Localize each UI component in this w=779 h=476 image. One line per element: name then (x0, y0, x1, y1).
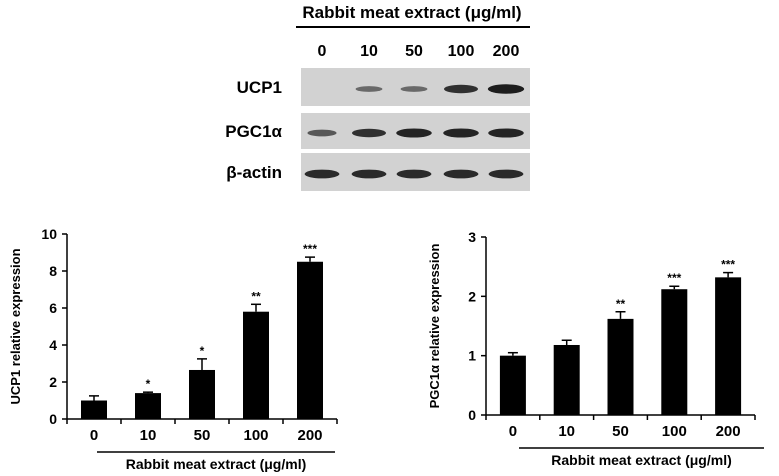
category-label: 50 (194, 427, 211, 444)
category-label: 50 (612, 423, 629, 440)
bar (661, 289, 688, 415)
significance-label: *** (667, 271, 681, 285)
y-tick-label: 0 (468, 407, 476, 423)
western-blot: Rabbit meat extract (μg/ml) 0 10 50 100 200 … (225, 3, 530, 191)
y-axis-title: UCP1 relative expression (8, 248, 23, 404)
blot-concentration-label: 10 (360, 43, 378, 60)
y-tick-label: 10 (41, 226, 57, 242)
category-label: 10 (140, 427, 157, 444)
bar (607, 318, 634, 415)
significance-label: * (200, 344, 205, 358)
bar (243, 311, 269, 419)
category-label: 100 (243, 427, 268, 444)
category-label: 200 (297, 427, 322, 444)
blot-protein-label: UCP1 (237, 78, 282, 97)
blot-protein-label: β-actin (226, 163, 282, 182)
blot-band (400, 86, 428, 92)
y-tick-label: 6 (49, 300, 57, 316)
significance-label: *** (303, 242, 317, 256)
category-label: 0 (90, 427, 98, 444)
y-tick-label: 2 (468, 288, 476, 304)
blot-band (444, 84, 478, 94)
blot-protein-label: PGC1α (225, 122, 282, 141)
blot-band (396, 169, 432, 179)
y-tick-label: 0 (49, 411, 57, 427)
blot-band (307, 129, 337, 137)
blot-concentration-labels: 0 10 50 100 200 (318, 43, 520, 60)
bar (715, 277, 742, 415)
category-label: 10 (558, 423, 575, 440)
blot-concentration-label: 100 (448, 43, 475, 60)
bar (297, 261, 323, 419)
blot-band (351, 169, 387, 179)
y-tick-label: 3 (468, 229, 476, 245)
y-axis-title: PGC1α relative expression (427, 244, 442, 409)
y-tick-label: 4 (49, 337, 57, 353)
category-label: 100 (662, 423, 687, 440)
x-axis-title: Rabbit meat extract (μg/ml) (126, 456, 307, 472)
blot-concentration-label: 50 (405, 43, 423, 60)
blot-protein-labels: UCP1 PGC1α β-actin (225, 78, 282, 182)
blot-band (396, 128, 432, 138)
blot-band (443, 169, 479, 179)
blot-band (488, 128, 524, 138)
y-tick-label: 2 (49, 374, 57, 390)
significance-label: * (146, 377, 151, 391)
y-tick-label: 1 (468, 348, 476, 364)
bar (189, 369, 215, 419)
bar (135, 393, 161, 419)
blot-title: Rabbit meat extract (μg/ml) (302, 3, 521, 22)
blot-strips (301, 68, 530, 191)
blot-concentration-label: 200 (493, 43, 520, 60)
significance-label: ** (616, 297, 626, 311)
blot-band (304, 169, 340, 179)
blot-band (488, 169, 524, 179)
bar (553, 344, 580, 415)
blot-band (355, 86, 383, 92)
significance-label: ** (251, 289, 261, 303)
y-tick-label: 8 (49, 263, 57, 279)
blot-concentration-label: 0 (318, 43, 327, 60)
blot-band (352, 128, 386, 138)
x-axis-title: Rabbit meat extract (μg/ml) (551, 452, 732, 468)
category-label: 200 (716, 423, 741, 440)
category-label: 0 (509, 423, 517, 440)
blot-band (487, 84, 525, 94)
pgc1a-chart: 0 1 2 3 0 10 ** 50 *** 100 *** 200 Rabbit meat extra… (427, 229, 764, 468)
blot-band (443, 128, 479, 138)
bar (81, 400, 107, 419)
bar (499, 355, 526, 415)
significance-label: *** (721, 258, 735, 272)
